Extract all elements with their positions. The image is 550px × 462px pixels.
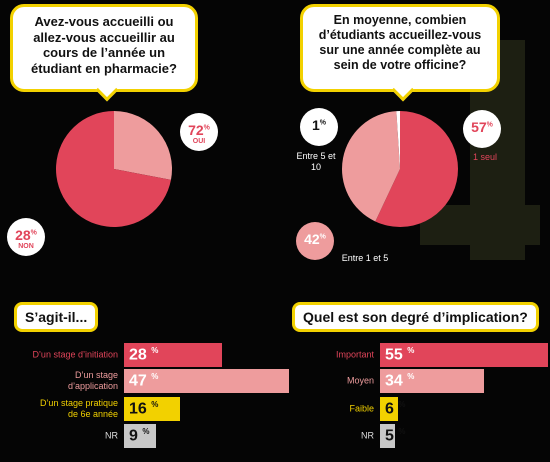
bar (380, 369, 484, 393)
bar-value-label: 28 % (129, 346, 159, 364)
q4-section-title: Quel est son degré d’implication? (292, 302, 539, 332)
q1-no-badge: 28% NON (7, 218, 45, 256)
bar (380, 424, 395, 448)
percent-sign: % (319, 233, 326, 241)
q2-question-bubble: En moyenne, combien d’étudiants accueill… (300, 4, 500, 102)
q2-one-badge: 57% (463, 110, 501, 148)
background-stripe (420, 205, 540, 245)
bar (124, 369, 289, 393)
pie-slice-entre-1-et-5 (342, 111, 400, 222)
q1-no-label: NON (18, 243, 34, 250)
q1-pie-chart (56, 111, 172, 227)
q1-no-value: 28 (15, 227, 31, 243)
q1-question-text: Avez-vous accueilli ou allez-vous accuei… (31, 14, 177, 76)
pie-slice-entre-5-et-10 (396, 111, 400, 169)
percent-sign: % (203, 124, 210, 132)
q2-one-value: 57 (471, 119, 487, 135)
bar-label: NR (361, 430, 374, 441)
q2-five-ten-value: 1 (311, 117, 320, 133)
q3-section-title: S’agit-il... (14, 302, 99, 332)
q2-one-label: 1 seul (472, 152, 498, 162)
bar-value-label: 34 % (385, 372, 415, 390)
bar-row: Moyen 34 % (347, 369, 548, 393)
bar (124, 424, 156, 448)
bar (380, 397, 398, 421)
bar-row: D’un stage pratique de 6e année 16 % (40, 397, 289, 421)
bar-label: D’un stage d’initiation (32, 349, 118, 360)
bar-row: Important 55 % (336, 343, 548, 367)
bar-value-label: 55 % (385, 346, 415, 364)
q1-question-bubble: Avez-vous accueilli ou allez-vous accuei… (10, 4, 198, 102)
bar-label: D’un stage pratique de 6e année (39, 398, 118, 419)
q1-yes-label: OUI (192, 138, 206, 145)
bar-row: NR 9 % (105, 424, 289, 448)
q2-one-five-badge: 42% (296, 222, 334, 260)
bar-value-label: 16 % (129, 400, 159, 418)
bar-value-label: 5 % (385, 427, 406, 445)
bar (380, 343, 548, 367)
bar-label: Faible (349, 403, 374, 414)
pie-slice-oui (56, 111, 171, 227)
bar-label: Moyen (346, 375, 374, 386)
bar (124, 397, 180, 421)
bar-row: NR 5 % (361, 424, 548, 448)
bar (124, 343, 222, 367)
q2-one-five-label: Entre 1 et 5 (341, 253, 389, 263)
q1-yes-badge: 72% OUI (180, 113, 218, 151)
q2-one-five-value: 42 (304, 231, 320, 247)
q2-five-ten-badge: 1% (300, 108, 338, 146)
percent-sign: % (319, 119, 327, 127)
bar-value-label: 47 % (129, 372, 159, 390)
q2-question-text: En moyenne, combien d’étudiants accueill… (318, 13, 482, 72)
q2-pie-chart (342, 111, 458, 227)
bar-label: D’un stage d’application (67, 370, 118, 391)
bar-row: Faible 6 % (349, 397, 548, 421)
bar-label: NR (105, 430, 118, 441)
percent-sign: % (30, 229, 37, 237)
bar-row: D’un stage d’application 47 % (68, 369, 289, 393)
pie-slice-non (114, 111, 172, 180)
bar-value-label: 6 % (385, 400, 406, 418)
q2-five-ten-label-text: Entre 5 et 10 (296, 151, 336, 173)
bar-value-label: 9 % (129, 427, 150, 445)
bar-row: D’un stage d’initiation 28 % (32, 343, 289, 367)
bar-label: Important (335, 349, 374, 360)
q1-yes-value: 72 (188, 122, 204, 138)
pie-slice-1-seul (375, 111, 458, 227)
percent-sign: % (486, 121, 493, 129)
q2-five-ten-label: Entre 5 et 10 (292, 151, 340, 174)
